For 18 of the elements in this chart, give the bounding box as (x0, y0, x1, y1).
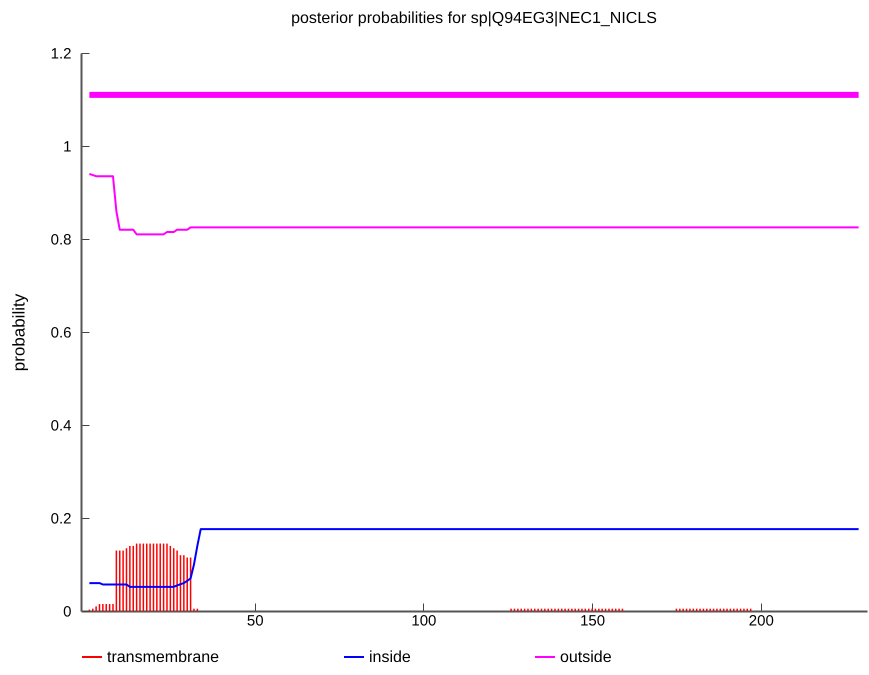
y-tick-label: 0.2 (50, 510, 72, 528)
line-series (88, 172, 860, 236)
x-tick-label: 150 (580, 612, 606, 630)
y-tick-label: 0 (63, 604, 72, 620)
x-tick-label: 100 (411, 612, 436, 630)
legend-label: inside (369, 649, 411, 666)
x-tick-label: 50 (246, 612, 264, 630)
y-tick-label: 0.8 (50, 232, 72, 248)
line-series (88, 528, 860, 588)
chart-title: posterior probabilities for sp|Q94EG3|NEC1_NICLS (291, 10, 657, 27)
y-tick-label: 1 (63, 138, 72, 156)
y-tick-label: 0.6 (50, 324, 72, 342)
y-axis-title: probability (10, 293, 29, 372)
x-tick-label: 200 (748, 612, 774, 630)
y-tick-label: 0.4 (50, 418, 72, 434)
y-tick-label: 1.2 (50, 46, 72, 62)
legend-label: outside (560, 649, 612, 666)
legend-label: transmembrane (107, 649, 220, 666)
